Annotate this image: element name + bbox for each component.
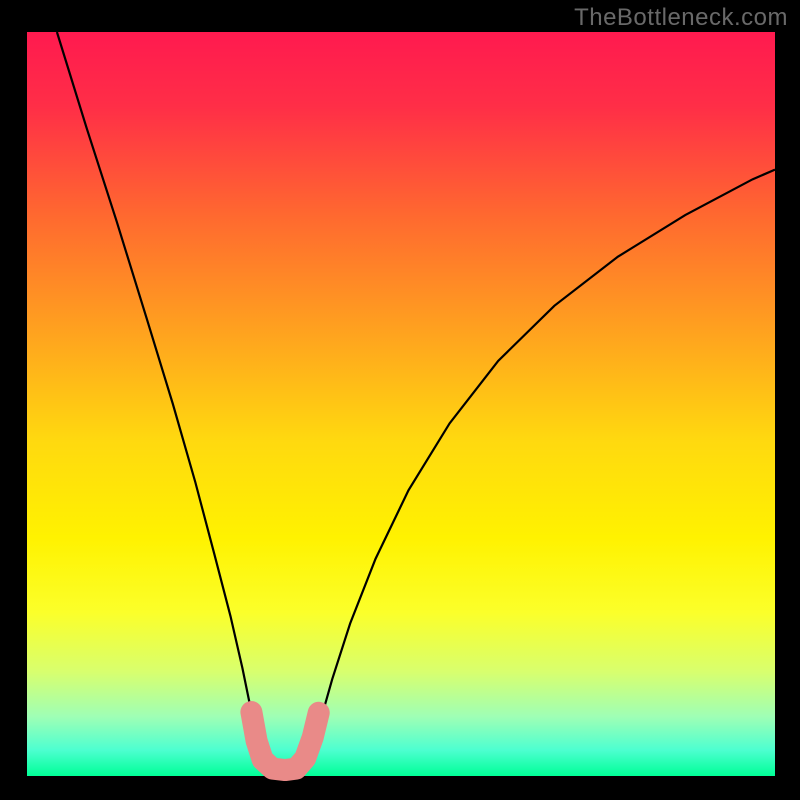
right-curve bbox=[304, 170, 775, 775]
left-curve bbox=[57, 32, 266, 775]
curve-layer bbox=[27, 32, 775, 776]
watermark-text: TheBottleneck.com bbox=[574, 4, 788, 32]
valley-marker bbox=[251, 712, 318, 770]
plot-area bbox=[27, 32, 775, 776]
